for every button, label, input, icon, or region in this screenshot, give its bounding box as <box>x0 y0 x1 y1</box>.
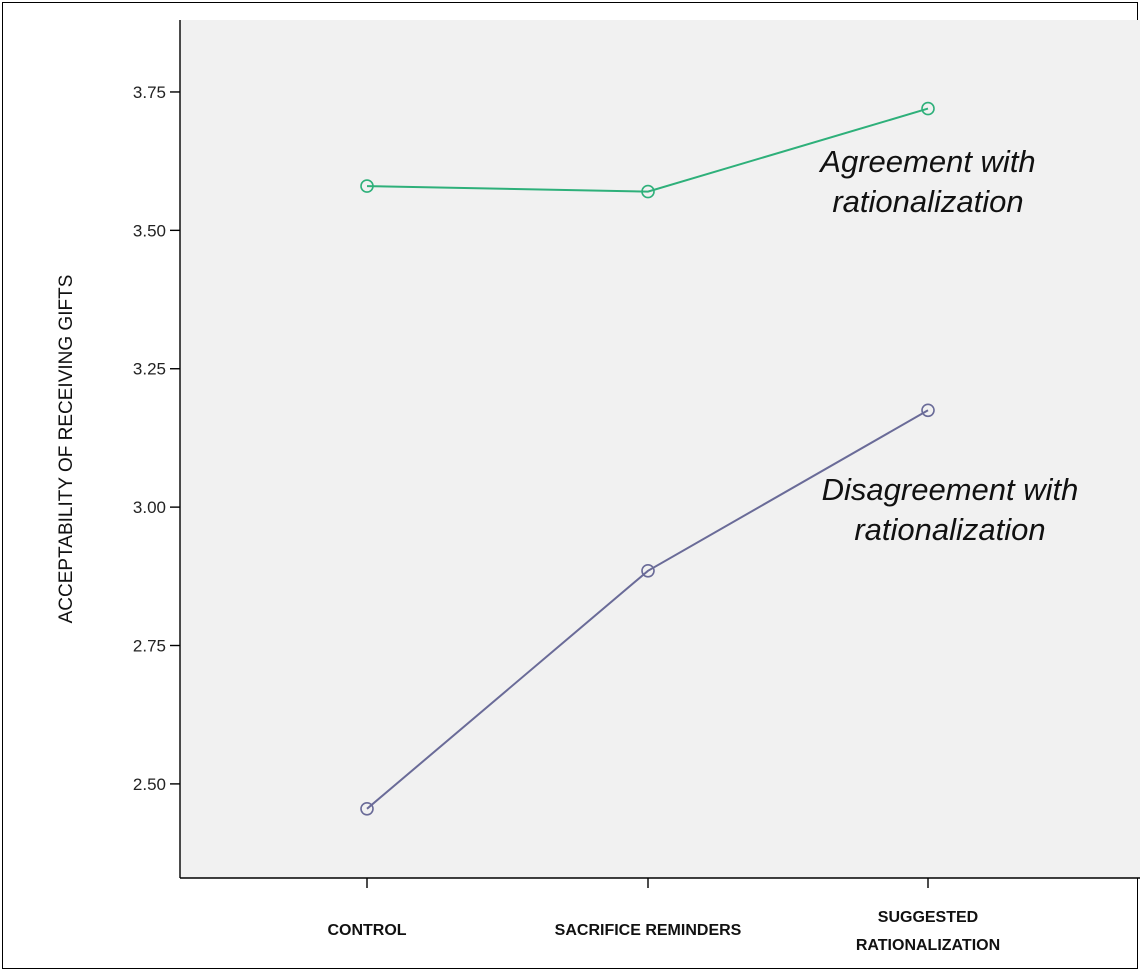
annotations: Agreement with rationalization Disagreemen… <box>818 144 1078 547</box>
data-point-marker <box>921 403 935 418</box>
y-tick-label: 3.50 <box>133 221 166 240</box>
data-point-marker <box>641 184 655 199</box>
series-annotation: rationalization <box>832 184 1023 219</box>
data-point-marker <box>921 101 935 116</box>
data-point-marker <box>360 801 374 816</box>
series-annotation: Disagreement with <box>822 472 1079 507</box>
series-line-1 <box>366 107 929 193</box>
y-tick-label: 3.00 <box>133 498 166 517</box>
series-annotation: Agreement with <box>818 144 1035 179</box>
y-axis-label: ACCEPTABILITY OF RECEIVING GIFTS <box>56 275 77 624</box>
y-tick-label: 3.25 <box>133 360 166 379</box>
y-tick-label: 3.75 <box>133 83 166 102</box>
axes: 2.50 2.75 3.00 3.25 3.50 3.75 CONTROL SACRIFICE… <box>133 20 1140 954</box>
x-category-label: CONTROL <box>327 922 406 939</box>
series-layer <box>360 101 935 816</box>
x-category-label: SUGGESTED <box>878 909 978 926</box>
series-annotation: rationalization <box>854 512 1045 547</box>
plot-area <box>180 20 1140 878</box>
series-line-2 <box>366 409 929 810</box>
y-tick-label: 2.75 <box>133 637 166 656</box>
y-tick-label: 2.50 <box>133 775 166 794</box>
x-category-label: RATIONALIZATION <box>856 937 1000 954</box>
data-point-marker <box>360 179 374 193</box>
data-point-marker <box>641 563 655 578</box>
x-category-label: SACRIFICE REMINDERS <box>555 922 742 939</box>
